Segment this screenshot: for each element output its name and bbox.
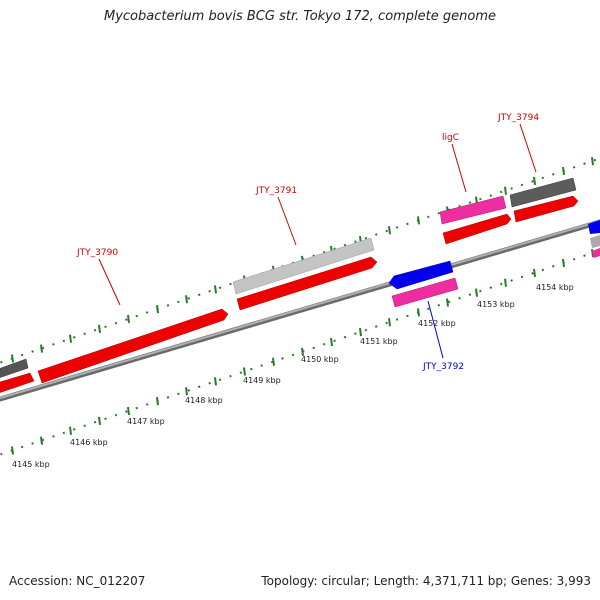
feature-jty-3791-cds[interactable] [236,256,378,311]
upper-major-tick-17 [504,186,507,195]
map-title: Mycobacterium bovis BCG str. Tokyo 172, … [104,9,496,24]
upper-major-tick-0 [11,354,14,363]
tick-label-4151: 4151 kbp [360,337,398,346]
accession-text: Accession: NC_012207 [9,574,146,588]
leader-jty-3794 [519,123,537,173]
feature-right-gray[interactable] [590,235,600,248]
label-leaders [98,123,537,359]
leader-jty-3792 [427,300,444,359]
tick-label-4153: 4153 kbp [477,300,515,309]
feature-left-dark[interactable] [0,358,29,381]
leader-jty-3790 [98,258,121,306]
tick-label-4146: 4146 kbp [70,438,108,447]
tick-label-4149: 4149 kbp [243,376,281,385]
reverse-features [388,260,459,308]
gene-labels: JTY_3790 JTY_3791 ligC JTY_3794 JTY_3792 [76,113,539,372]
label-jty-3792[interactable]: JTY_3792 [422,362,464,372]
feature-left-red[interactable] [0,372,35,396]
lower-major-tick-13 [388,318,391,327]
label-jty-3791[interactable]: JTY_3791 [255,186,297,196]
lower-major-tick-1 [40,436,43,445]
upper-major-tick-4 [127,314,130,324]
lower-major-tick-2 [69,426,72,435]
backbone [0,219,600,402]
leader-jty-3791 [277,196,297,246]
feature-jty-3790[interactable] [37,308,229,384]
lower-major-tick-20 [591,249,594,258]
upper-major-tick-7 [214,285,217,294]
lower-major-tick-10 [301,347,304,356]
lower-major-tick-14 [417,308,420,317]
label-ligc[interactable]: ligC [442,133,459,143]
upper-major-tick-3 [98,324,101,334]
tick-label-4148: 4148 kbp [185,396,223,405]
genome-summary-text: Topology: circular; Length: 4,371,711 bp… [261,574,591,588]
feature-right-blue[interactable] [588,220,600,234]
lower-major-tick-19 [562,258,565,268]
gene-features [0,177,600,381]
lower-major-tick-0 [11,446,14,455]
tick-label-4147: 4147 kbp [127,417,165,426]
tick-label-4154: 4154 kbp [536,283,574,292]
feature-jty-3792-magenta[interactable] [391,277,459,308]
lower-major-tick-6 [185,387,188,396]
lower-major-tick-5 [156,397,159,406]
forward-features [0,195,579,396]
upper-major-tick-19 [562,166,565,176]
feature-jty-3791[interactable] [232,237,375,295]
upper-major-tick-5 [156,305,159,314]
feature-jty-3794-cds[interactable] [513,195,579,223]
feature-jty-3794[interactable] [509,177,577,208]
lower-major-tick-8 [243,367,246,376]
lower-major-tick-9 [272,357,275,366]
label-jty-3790[interactable]: JTY_3790 [76,248,118,258]
tick-label-4145: 4145 kbp [12,460,50,469]
upper-major-tick-18 [533,176,536,185]
lower-major-tick-11 [330,337,333,347]
lower-major-tick-3 [98,416,101,426]
feature-ligc[interactable] [439,195,507,225]
upper-major-tick-1 [40,344,43,353]
lower-major-tick-4 [127,406,130,416]
lower-major-tick-15 [446,298,449,307]
leader-ligc [451,143,467,193]
feature-right-magenta[interactable] [592,248,600,258]
lower-major-tick-16 [475,288,478,297]
tick-labels: 4145 kbp 4146 kbp 4147 kbp 4148 kbp 4149… [12,283,574,469]
lower-tick-track [0,249,600,456]
upper-major-tick-20 [591,157,594,166]
lower-major-tick-17 [504,278,507,287]
label-jty-3794[interactable]: JTY_3794 [497,113,539,123]
feature-ligc-cds[interactable] [442,213,512,245]
feature-jty-3792[interactable] [388,260,454,290]
upper-major-tick-13 [388,226,391,235]
upper-major-tick-6 [185,295,188,304]
upper-major-tick-14 [417,216,420,225]
lower-major-tick-12 [359,327,362,337]
tick-label-4150: 4150 kbp [301,355,339,364]
tick-label-4152: 4152 kbp [418,319,456,328]
upper-major-tick-2 [69,334,72,343]
lower-major-tick-7 [214,377,217,386]
lower-major-tick-18 [533,268,536,277]
